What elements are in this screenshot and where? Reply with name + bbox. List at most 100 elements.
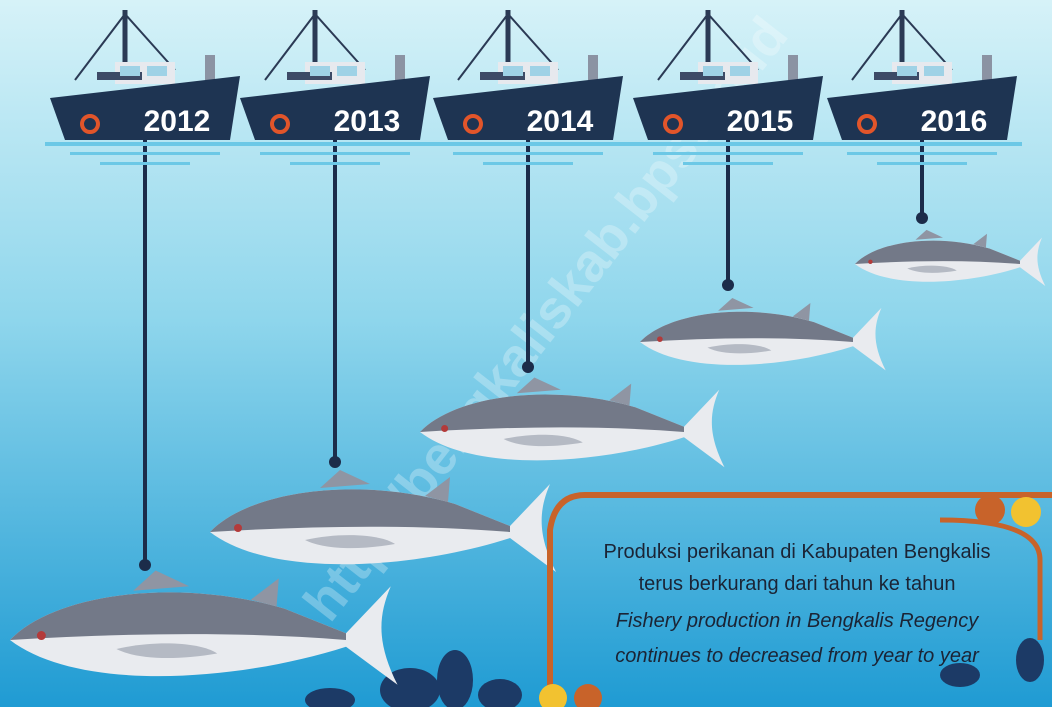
caption-line: terus berkurang dari tahun ke tahun — [639, 573, 956, 595]
water — [483, 162, 573, 165]
hook — [329, 456, 341, 468]
reef — [305, 638, 1044, 707]
life-ring — [857, 114, 877, 134]
cabin-roof — [874, 72, 919, 80]
year-label: 2016 — [921, 105, 988, 138]
year-label: 2013 — [334, 105, 401, 138]
bubble — [574, 684, 602, 707]
rigging — [851, 12, 953, 81]
cabin-roof — [287, 72, 332, 80]
caption-box: Produksi perikanan di Kabupaten Bengkali… — [539, 492, 1052, 707]
fish — [855, 229, 1046, 286]
water — [847, 152, 997, 155]
fin — [133, 570, 190, 591]
cabin-roof — [97, 72, 142, 80]
window — [924, 66, 944, 76]
water — [260, 152, 410, 155]
water — [683, 162, 773, 165]
scene: 2012 2013 2014 2015 2016 — [10, 10, 1046, 685]
fish-back — [855, 240, 1020, 264]
fin — [915, 229, 943, 240]
rigging — [457, 12, 559, 81]
water — [453, 152, 603, 155]
window — [337, 66, 357, 76]
year-label: 2015 — [727, 105, 794, 138]
rigging — [74, 12, 176, 81]
window — [120, 66, 140, 76]
fin — [718, 297, 754, 311]
fish — [420, 377, 725, 468]
boat: 2014 — [428, 10, 628, 165]
caption-border — [547, 492, 1052, 690]
life-ring — [80, 114, 100, 134]
boat: 2012 — [45, 10, 245, 165]
boat: 2015 — [628, 10, 828, 165]
chimney — [788, 55, 798, 80]
caption-line: Produksi perikanan di Kabupaten Bengkali… — [604, 541, 991, 563]
year-label: 2012 — [144, 105, 211, 138]
life-ring — [663, 114, 683, 134]
window — [897, 66, 917, 76]
life-ring — [463, 114, 483, 134]
water — [428, 142, 628, 146]
fin — [320, 470, 370, 488]
water — [70, 152, 220, 155]
fish-back — [210, 489, 510, 532]
water — [877, 162, 967, 165]
water — [628, 142, 828, 146]
bubble — [539, 684, 567, 707]
fin — [707, 344, 772, 354]
rigging — [264, 12, 366, 81]
window — [310, 66, 330, 76]
hook — [916, 212, 928, 224]
fin — [907, 265, 957, 273]
cabin-roof — [480, 72, 525, 80]
caption-border-right — [939, 517, 1043, 640]
fin — [425, 477, 450, 502]
window — [147, 66, 167, 76]
eye — [441, 424, 449, 432]
water — [290, 162, 380, 165]
eye — [657, 336, 663, 342]
eye — [234, 524, 242, 532]
window — [503, 66, 523, 76]
fish — [210, 470, 556, 572]
hook — [722, 279, 734, 291]
fin — [609, 383, 632, 406]
water — [100, 162, 190, 165]
eye — [36, 631, 46, 640]
caption-line: Fishery production in Bengkalis Regency — [616, 610, 979, 632]
bubble — [975, 495, 1005, 525]
boat: 2013 — [235, 10, 435, 165]
fish-back — [420, 394, 684, 432]
fin — [250, 578, 279, 607]
life-ring — [270, 114, 290, 134]
water — [822, 142, 1022, 146]
fish-back — [640, 311, 853, 342]
chimney — [982, 55, 992, 80]
fin — [503, 434, 583, 447]
water — [653, 152, 803, 155]
fish — [640, 297, 886, 371]
water — [45, 142, 245, 146]
window — [530, 66, 550, 76]
fin — [516, 377, 561, 394]
bubble — [1011, 497, 1041, 527]
fish — [10, 570, 398, 685]
fin — [792, 302, 811, 321]
year-label: 2014 — [527, 105, 594, 138]
boat: 2016 — [822, 10, 1022, 165]
hook — [139, 559, 151, 571]
fin — [116, 643, 218, 659]
chimney — [205, 55, 215, 80]
rigging — [657, 12, 759, 81]
caption-line: continues to decreased from year to year — [615, 645, 980, 667]
window — [730, 66, 750, 76]
fin — [305, 535, 395, 549]
chimney — [395, 55, 405, 80]
window — [703, 66, 723, 76]
fin — [973, 233, 987, 248]
eye — [868, 259, 873, 264]
fish-back — [10, 592, 346, 640]
